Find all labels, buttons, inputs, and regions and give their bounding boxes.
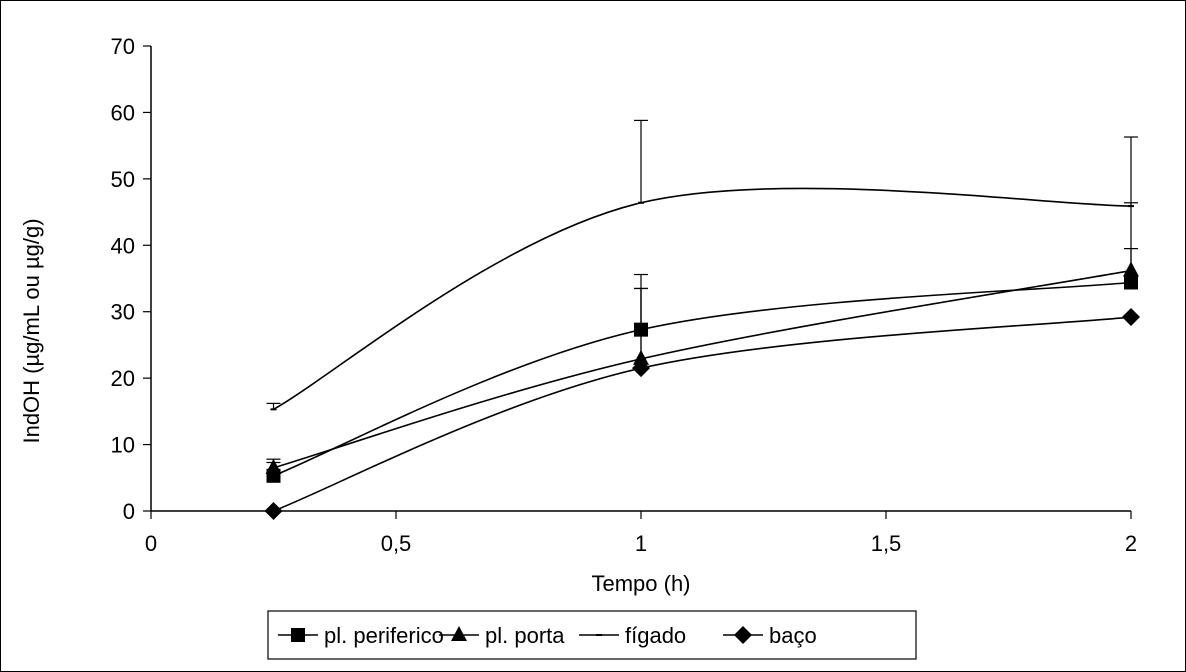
x-tick-label: 0,5	[381, 531, 412, 556]
x-tick-label: 1	[635, 531, 647, 556]
x-tick-label: 0	[145, 531, 157, 556]
series-line	[273, 281, 1132, 477]
diamond-marker	[734, 626, 752, 644]
y-tick-label: 70	[111, 34, 135, 59]
diamond-marker	[632, 359, 650, 378]
square-marker	[1124, 275, 1138, 290]
y-ticks: 0 10 20 30 40 50 60 70	[111, 34, 151, 524]
x-ticks: 0 0,5 1 1,5 2	[145, 511, 1137, 556]
markers	[264, 201, 1140, 520]
triangle-marker	[633, 349, 649, 365]
series-line	[273, 269, 1132, 469]
triangle-marker	[265, 458, 282, 474]
y-tick-label: 60	[111, 100, 135, 125]
square-marker	[634, 322, 648, 337]
y-axis-label: IndOH (µg/mL ou µg/g)	[19, 218, 44, 443]
y-tick-label: 20	[111, 366, 135, 391]
legend-label: pl. porta	[485, 623, 565, 648]
legend: pl. periferico pl. porta fígado baço	[267, 610, 917, 660]
y-tick-label: 0	[123, 499, 135, 524]
legend-label: fígado	[625, 623, 686, 648]
error-bars	[266, 119, 1138, 476]
y-tick-label: 30	[111, 300, 135, 325]
y-tick-label: 50	[111, 167, 135, 192]
x-tick-label: 1,5	[871, 531, 902, 556]
square-marker	[291, 628, 305, 642]
y-tick-label: 10	[111, 433, 135, 458]
triangle-marker	[1123, 261, 1139, 277]
series-line	[273, 187, 1132, 411]
x-axis-label: Tempo (h)	[591, 571, 690, 596]
diamond-marker	[264, 502, 283, 520]
legend-label: baço	[769, 623, 817, 648]
triangle-marker	[451, 626, 467, 641]
diamond-marker	[1122, 308, 1140, 327]
legend-label: pl. periferico	[324, 623, 444, 648]
x-tick-label: 2	[1125, 531, 1137, 556]
y-tick-label: 40	[111, 233, 135, 258]
series-line	[273, 316, 1132, 512]
series-lines	[273, 187, 1132, 512]
